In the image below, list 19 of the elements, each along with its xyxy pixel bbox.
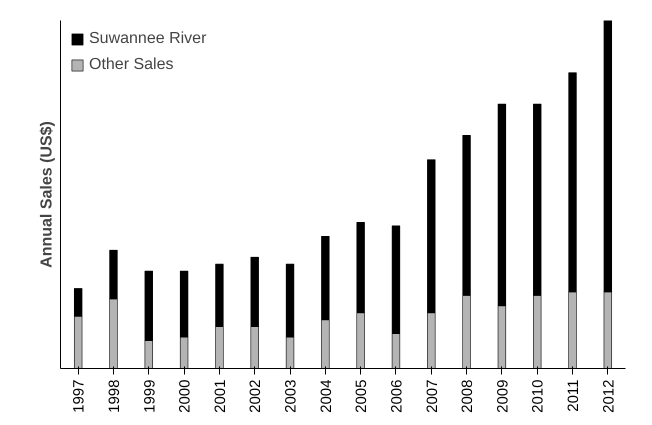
x-tick-label: 1999 [141, 379, 158, 413]
x-tick-label: 2005 [353, 379, 370, 413]
y-axis-title: Annual Sales (US$) [38, 121, 56, 268]
x-tick-label: 1997 [70, 379, 88, 413]
x-tick-label: 2008 [459, 379, 476, 413]
legend-label: Suwannee River [89, 30, 206, 48]
x-tick-label: 2007 [424, 379, 441, 413]
x-tick-label: 2003 [282, 379, 300, 413]
x-tick-label: 1998 [106, 379, 123, 413]
x-tick-label: 2000 [176, 379, 194, 413]
x-tick-label: 2012 [600, 379, 618, 413]
x-tick-label: 2001 [212, 379, 229, 413]
x-tick-label: 2011 [565, 379, 582, 412]
x-tick-label: 2010 [530, 379, 547, 413]
legend-label: Other Sales [89, 56, 174, 74]
x-tick-label: 2004 [318, 379, 335, 413]
x-tick-label: 2006 [388, 379, 406, 413]
x-tick-label: 2002 [247, 379, 264, 413]
x-tick-label: 2009 [494, 379, 512, 413]
